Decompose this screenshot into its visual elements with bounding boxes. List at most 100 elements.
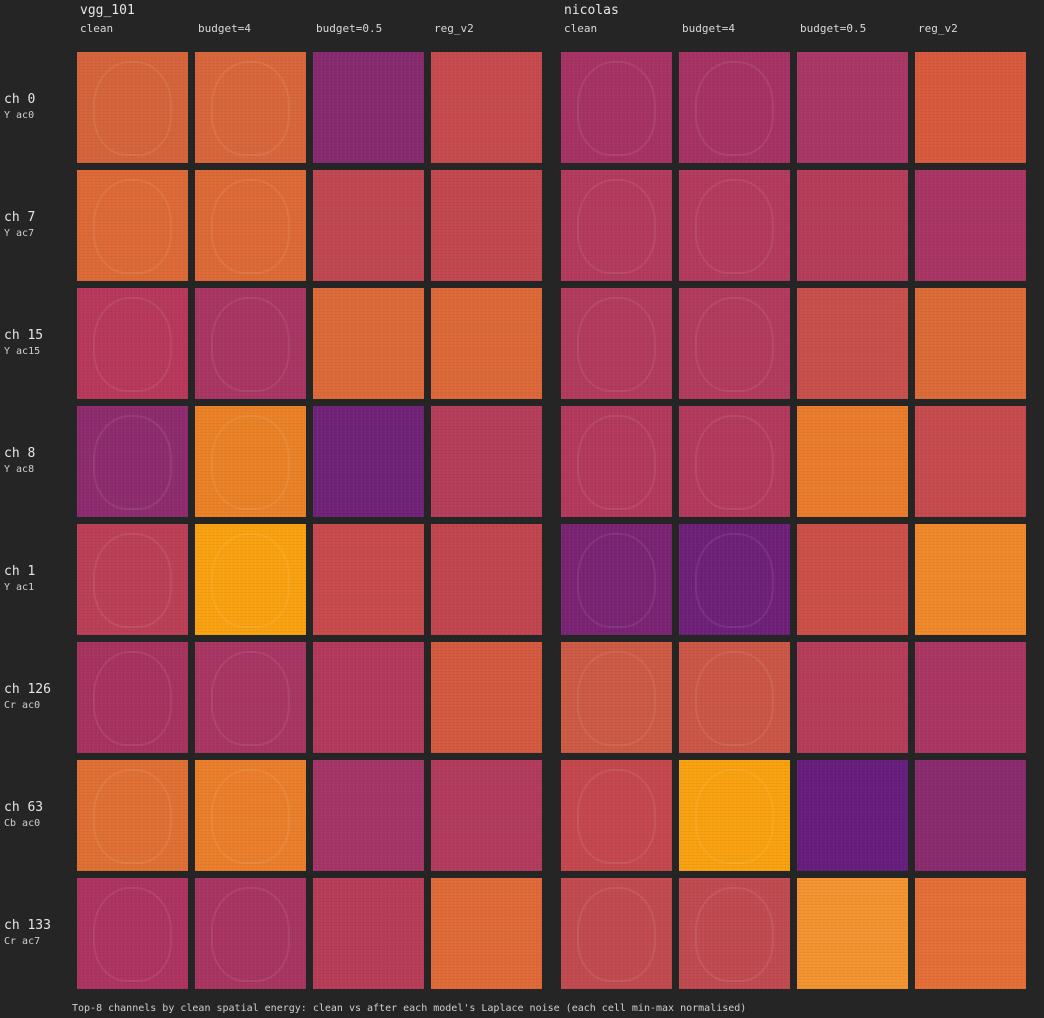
feature-map-cell bbox=[915, 878, 1026, 989]
col-label-nicolas-clean: clean bbox=[564, 22, 598, 35]
face-outline bbox=[210, 532, 291, 629]
row-label-5: ch 126 Cr ac0 bbox=[4, 682, 51, 711]
row-label-6: ch 63 Cb ac0 bbox=[4, 800, 43, 829]
feature-map-cell bbox=[679, 406, 790, 517]
face-outline bbox=[92, 532, 173, 629]
feature-map-cell bbox=[679, 52, 790, 163]
noise-texture bbox=[431, 878, 542, 989]
feature-map-cell bbox=[77, 170, 188, 281]
face-outline bbox=[694, 296, 775, 393]
face-outline bbox=[576, 414, 657, 511]
col-label-vgg-clean: clean bbox=[80, 22, 114, 35]
face-outline bbox=[92, 178, 173, 275]
noise-texture bbox=[915, 760, 1026, 871]
feature-map-cell bbox=[313, 878, 424, 989]
noise-texture bbox=[797, 642, 908, 753]
face-outline bbox=[576, 178, 657, 275]
noise-texture bbox=[797, 288, 908, 399]
row-label-0: ch 0 Y ac0 bbox=[4, 92, 35, 121]
noise-texture bbox=[915, 170, 1026, 281]
noise-texture bbox=[431, 406, 542, 517]
row-component: Y ac7 bbox=[4, 228, 35, 239]
face-outline bbox=[210, 414, 291, 511]
feature-map-cell bbox=[797, 760, 908, 871]
noise-texture bbox=[915, 52, 1026, 163]
noise-texture bbox=[915, 406, 1026, 517]
feature-map-cell bbox=[679, 170, 790, 281]
feature-map-cell bbox=[679, 760, 790, 871]
feature-map-cell bbox=[313, 170, 424, 281]
row-component: Y ac8 bbox=[4, 464, 35, 475]
feature-map-cell bbox=[77, 878, 188, 989]
face-outline bbox=[694, 414, 775, 511]
feature-map-cell bbox=[915, 288, 1026, 399]
face-outline bbox=[92, 60, 173, 157]
face-outline bbox=[576, 532, 657, 629]
feature-map-cell bbox=[195, 170, 306, 281]
face-outline bbox=[694, 650, 775, 747]
feature-map-cell bbox=[431, 760, 542, 871]
row-component: Y ac0 bbox=[4, 110, 35, 121]
feature-map-cell bbox=[797, 406, 908, 517]
noise-texture bbox=[431, 52, 542, 163]
feature-map-cell bbox=[313, 288, 424, 399]
row-channel: ch 126 bbox=[4, 682, 51, 697]
face-outline bbox=[92, 414, 173, 511]
col-label-nicolas-budget4: budget=4 bbox=[682, 22, 735, 35]
feature-map-cell bbox=[77, 406, 188, 517]
noise-texture bbox=[313, 524, 424, 635]
feature-map-cell bbox=[915, 170, 1026, 281]
noise-texture bbox=[313, 406, 424, 517]
feature-map-cell bbox=[195, 642, 306, 753]
feature-map-cell bbox=[431, 288, 542, 399]
row-label-4: ch 1 Y ac1 bbox=[4, 564, 35, 593]
noise-texture bbox=[797, 170, 908, 281]
face-outline bbox=[210, 886, 291, 983]
col-label-vgg-budget05: budget=0.5 bbox=[316, 22, 383, 35]
row-label-1: ch 7 Y ac7 bbox=[4, 210, 35, 239]
feature-map-cell bbox=[679, 288, 790, 399]
face-outline bbox=[576, 650, 657, 747]
face-outline bbox=[694, 886, 775, 983]
col-label-vgg-budget4: budget=4 bbox=[198, 22, 251, 35]
face-outline bbox=[210, 296, 291, 393]
feature-map-cell bbox=[313, 760, 424, 871]
feature-map-cell bbox=[195, 760, 306, 871]
feature-map-cell bbox=[313, 406, 424, 517]
feature-map-cell bbox=[195, 288, 306, 399]
feature-map-cell bbox=[431, 170, 542, 281]
feature-map-cell bbox=[561, 170, 672, 281]
row-component: Cr ac0 bbox=[4, 700, 41, 711]
noise-texture bbox=[313, 170, 424, 281]
noise-texture bbox=[797, 524, 908, 635]
face-outline bbox=[694, 768, 775, 865]
feature-map-cell bbox=[915, 524, 1026, 635]
feature-map-cell bbox=[313, 524, 424, 635]
noise-texture bbox=[915, 524, 1026, 635]
col-label-nicolas-regv2: reg_v2 bbox=[918, 22, 958, 35]
row-channel: ch 63 bbox=[4, 800, 44, 815]
col-label-nicolas-budget05: budget=0.5 bbox=[800, 22, 867, 35]
feature-map-cell bbox=[679, 524, 790, 635]
face-outline bbox=[694, 178, 775, 275]
feature-map-cell bbox=[797, 52, 908, 163]
feature-map-cell bbox=[915, 52, 1026, 163]
noise-texture bbox=[431, 170, 542, 281]
feature-map-cell bbox=[797, 288, 908, 399]
row-label-7: ch 133 Cr ac7 bbox=[4, 918, 51, 947]
feature-map-cell bbox=[195, 524, 306, 635]
noise-texture bbox=[313, 288, 424, 399]
col-label-vgg-regv2: reg_v2 bbox=[434, 22, 474, 35]
feature-map-cell bbox=[797, 642, 908, 753]
noise-texture bbox=[915, 288, 1026, 399]
noise-texture bbox=[797, 52, 908, 163]
face-outline bbox=[92, 886, 173, 983]
feature-map-cell bbox=[561, 642, 672, 753]
row-component: Cr ac7 bbox=[4, 936, 41, 947]
feature-map-cell bbox=[313, 52, 424, 163]
noise-texture bbox=[431, 760, 542, 871]
row-channel: ch 1 bbox=[4, 564, 36, 579]
row-channel: ch 15 bbox=[4, 328, 44, 343]
feature-map-cell bbox=[431, 406, 542, 517]
noise-texture bbox=[313, 642, 424, 753]
